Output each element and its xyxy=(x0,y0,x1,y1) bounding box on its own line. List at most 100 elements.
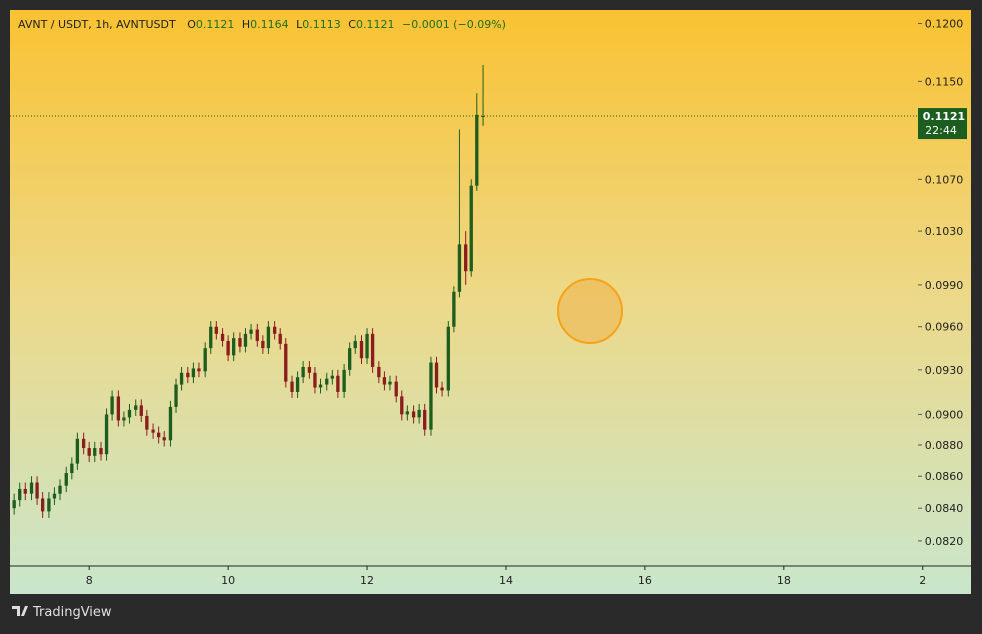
candle-body xyxy=(417,409,421,418)
candle-body xyxy=(238,338,242,347)
y-tick-label: 0.1030 xyxy=(925,225,964,238)
x-tick-label: 16 xyxy=(638,574,652,587)
logo: TradingView xyxy=(12,605,112,620)
countdown-label: 22:44 xyxy=(925,124,957,137)
y-tick-label: 0.0960 xyxy=(925,321,964,334)
ohlc-value: 0.1113 xyxy=(302,18,341,31)
logo-icon xyxy=(12,606,28,616)
symbol: AVNT / USDT, 1h, AVNTUSDT xyxy=(18,18,176,31)
watermark: TradingView xyxy=(32,605,112,620)
candle-body xyxy=(93,448,97,456)
candle-body xyxy=(388,381,392,385)
candle-body xyxy=(243,333,248,347)
candle-body xyxy=(12,500,16,509)
candle-body xyxy=(40,498,45,512)
candle-body xyxy=(481,116,485,118)
candle-body xyxy=(411,411,416,418)
y-tick-label: 0.0820 xyxy=(925,535,964,548)
candle-body xyxy=(203,348,207,372)
candle-body xyxy=(58,485,62,494)
plot-background xyxy=(10,10,971,594)
candle-body xyxy=(440,387,444,391)
y-tick-label: 0.0900 xyxy=(925,408,964,421)
last-price-label: 0.1121 xyxy=(923,110,965,123)
x-tick-label: 10 xyxy=(221,574,235,587)
candle-body xyxy=(139,405,143,416)
x-tick-label: 2 xyxy=(919,574,926,587)
candle-body xyxy=(400,396,404,415)
candle-body xyxy=(278,333,282,344)
candle-body xyxy=(70,463,74,474)
candle-body xyxy=(168,406,173,441)
ohlc-label: O xyxy=(187,18,196,31)
x-tick-label: 8 xyxy=(86,574,93,587)
change: −0.0001 (−0.09%) xyxy=(402,18,506,31)
candle-body xyxy=(197,368,201,372)
candle-body xyxy=(452,291,456,327)
candle-body xyxy=(434,362,439,388)
candle-body xyxy=(52,493,57,499)
decorative-circle xyxy=(557,278,623,344)
candle-body xyxy=(446,326,450,391)
y-tick-label: 0.1150 xyxy=(925,75,964,88)
candle-body xyxy=(295,377,300,392)
candle-body xyxy=(377,366,381,378)
header: AVNT / USDT, 1h, AVNTUSDT O0.1121 H0.116… xyxy=(18,18,506,31)
candle-body xyxy=(457,244,462,292)
candle-body xyxy=(226,340,230,356)
candle-body xyxy=(35,482,39,499)
ohlc-label: H xyxy=(242,18,250,31)
ohlc-value: 0.1121 xyxy=(356,18,395,31)
y-tick-label: 0.1070 xyxy=(925,173,964,186)
candle-body xyxy=(348,348,352,370)
candle-body xyxy=(209,326,213,349)
y-tick-label: 0.0860 xyxy=(925,470,964,483)
y-tick-label: 0.0990 xyxy=(925,279,964,292)
candle-body xyxy=(232,338,236,356)
candle-body xyxy=(87,448,91,456)
candle-body xyxy=(359,340,364,359)
candle-body xyxy=(174,384,178,407)
candle-body xyxy=(134,405,138,410)
last-price-tag xyxy=(918,108,967,140)
candle-body xyxy=(353,340,357,349)
candle-body xyxy=(342,369,346,392)
candle-body xyxy=(122,417,126,421)
candle-body xyxy=(23,488,27,494)
candle-body xyxy=(307,366,312,373)
candle-body xyxy=(423,409,427,430)
candle-body xyxy=(336,375,340,392)
candle-body xyxy=(290,381,294,392)
candle-body xyxy=(318,384,323,388)
candle-body xyxy=(186,372,190,378)
candle-body xyxy=(469,185,473,272)
candle-body xyxy=(145,415,149,430)
candle-body xyxy=(330,375,334,379)
candle-body xyxy=(261,340,265,349)
candle-body xyxy=(179,372,184,385)
candle-body xyxy=(475,114,479,186)
candle-body xyxy=(266,326,271,349)
candle-body xyxy=(284,343,288,382)
y-tick-label: 0.0880 xyxy=(925,439,964,452)
candle-body xyxy=(104,414,109,455)
candle-body xyxy=(81,438,86,449)
ohlc-label: C xyxy=(348,18,356,31)
candle-body xyxy=(47,498,51,512)
candles xyxy=(10,64,918,518)
x-tick-label: 14 xyxy=(499,574,513,587)
ohlc-value: 0.1121 xyxy=(196,18,235,31)
candle-body xyxy=(464,244,468,272)
candle-body xyxy=(162,437,166,441)
candle-body xyxy=(156,432,161,438)
candle-body xyxy=(382,377,387,385)
candle-body xyxy=(18,488,22,501)
x-tick-label: 18 xyxy=(777,574,791,587)
x-tick-label: 12 xyxy=(360,574,374,587)
candle-body xyxy=(313,372,317,388)
candle-body xyxy=(99,448,103,455)
candle-body xyxy=(116,396,121,421)
candle-body xyxy=(151,429,155,433)
candle-body xyxy=(191,368,196,378)
y-tick-label: 0.1200 xyxy=(925,18,964,31)
